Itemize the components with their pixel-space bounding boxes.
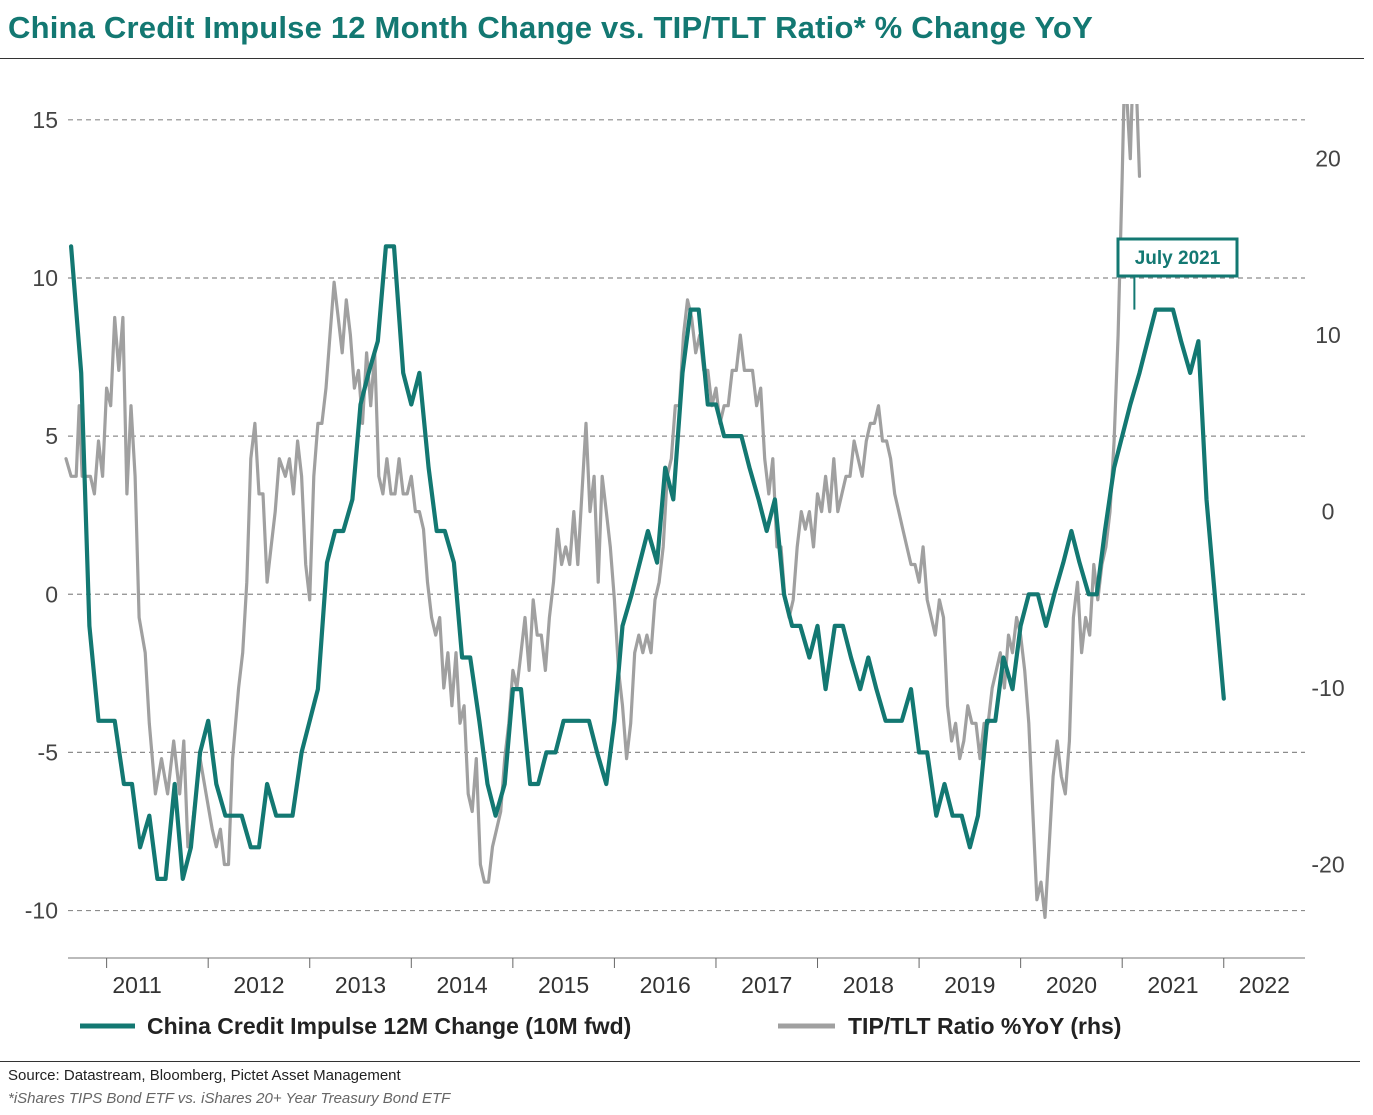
- year-label: 2018: [843, 972, 894, 998]
- chart: 15 10 5 0 -5 -10 20 10 0 -10 -20 2011 2012 2013 2014…: [25, 104, 1345, 1039]
- year-label: 2012: [233, 972, 284, 998]
- right-tick-label: -20: [1311, 851, 1344, 877]
- right-tick-label: 0: [1322, 499, 1335, 525]
- legend-label-tip-tlt: TIP/TLT Ratio %YoY (rhs): [848, 1013, 1121, 1039]
- chart-title: China Credit Impulse 12 Month Change vs.…: [8, 10, 1093, 45]
- left-tick-label: 10: [32, 265, 58, 291]
- legend-label-credit-impulse: China Credit Impulse 12M Change (10M fwd…: [147, 1013, 631, 1039]
- year-label: 2014: [436, 972, 487, 998]
- july-2021-annotation: July 2021: [1116, 237, 1239, 310]
- legend: China Credit Impulse 12M Change (10M fwd…: [80, 1013, 1121, 1039]
- title-divider: [0, 58, 1364, 59]
- annotation-box: [1116, 237, 1239, 278]
- year-label: 2020: [1046, 972, 1097, 998]
- tip-tlt-ratio-line: [64, 104, 1142, 919]
- footer-divider: [0, 1061, 1360, 1062]
- left-tick-label: 5: [45, 423, 58, 449]
- left-tick-label: 15: [32, 107, 58, 133]
- left-axis-ticks: 15 10 5 0 -5 -10: [25, 107, 58, 924]
- year-label: 2021: [1147, 972, 1198, 998]
- year-label: 2011: [112, 972, 161, 998]
- right-axis-ticks: 20 10 0 -10 -20: [1311, 146, 1344, 878]
- x-axis: 2011 2012 2013 2014 2015 2016 2017 2018 2019 2020…: [68, 957, 1305, 998]
- right-tick-label: 20: [1315, 146, 1341, 172]
- footnote: *iShares TIPS Bond ETF vs. iShares 20+ Y…: [8, 1090, 451, 1107]
- left-tick-label: -10: [25, 898, 58, 924]
- source-note: Source: Datastream, Bloomberg, Pictet As…: [8, 1067, 401, 1084]
- year-label: 2022: [1239, 972, 1290, 998]
- year-label: 2017: [741, 972, 792, 998]
- left-tick-label: 0: [45, 581, 58, 607]
- year-label: 2013: [335, 972, 386, 998]
- credit-impulse-line: [69, 244, 1226, 881]
- year-label: 2015: [538, 972, 589, 998]
- year-label: 2019: [944, 972, 995, 998]
- right-tick-label: 10: [1315, 322, 1341, 348]
- series-lines: [64, 104, 1226, 919]
- left-tick-label: -5: [38, 739, 58, 765]
- annotation-label: July 2021: [1135, 248, 1221, 269]
- year-label: 2016: [640, 972, 691, 998]
- right-tick-label: -10: [1311, 675, 1344, 701]
